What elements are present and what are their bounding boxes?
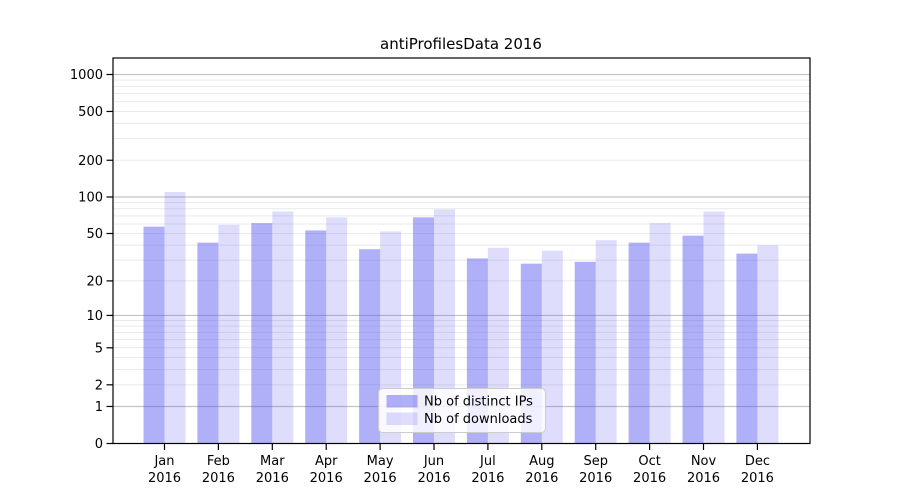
y-tick-label: 100 (78, 191, 103, 206)
x-tick-label-year: 2016 (202, 471, 235, 486)
chart-title: antiProfilesData 2016 (380, 35, 542, 53)
bar-downloads-nov (703, 211, 725, 444)
x-axis: Jan 2016 Feb 2016 Mar 2016 Apr 2016 May 2016 Jun 20… (148, 443, 774, 486)
bar-distinct-ips-jan (143, 226, 165, 444)
y-tick-label: 50 (86, 227, 103, 242)
bar-distinct-ips-oct (628, 242, 650, 444)
x-tick-label-month: Jun (423, 454, 444, 469)
x-tick-label-year: 2016 (579, 471, 612, 486)
x-tick-label-month: Feb (207, 454, 230, 469)
legend: Nb of distinct IPs Nb of downloads (378, 388, 546, 433)
x-tick-label-year: 2016 (633, 471, 666, 486)
bar-distinct-ips-nov (682, 235, 704, 444)
x-tick-label-year: 2016 (256, 471, 289, 486)
bar-distinct-ips-sep (574, 261, 596, 444)
x-tick-label-month: Sep (583, 454, 608, 469)
x-tick-label-month: Oct (638, 454, 660, 469)
legend-swatch-distinct-ips (386, 395, 418, 408)
x-tick-label-month: Apr (315, 454, 338, 469)
y-tick-label: 5 (95, 341, 103, 356)
x-tick-label-year: 2016 (471, 471, 504, 486)
x-tick-label-month: Jan (153, 454, 174, 469)
bar-downloads-oct (649, 223, 671, 444)
y-axis: 0 1 2 5 10 20 50 100 200 500 1000 (70, 68, 113, 452)
bar-distinct-ips-feb (197, 242, 219, 444)
bar-distinct-ips-mar (251, 223, 273, 444)
legend-label-distinct-ips: Nb of distinct IPs (424, 395, 533, 410)
bar-distinct-ips-may (359, 249, 381, 444)
bar-distinct-ips-apr (305, 230, 327, 444)
y-tick-label: 200 (78, 154, 103, 169)
bar-distinct-ips-jun (413, 217, 434, 444)
x-tick-label-month: Aug (529, 454, 554, 469)
bar-downloads-apr (326, 217, 348, 444)
x-tick-label-year: 2016 (741, 471, 774, 486)
bar-downloads-mar (272, 211, 294, 444)
x-tick-label-month: Dec (745, 454, 770, 469)
x-tick-label-month: Nov (691, 454, 717, 469)
legend-label-downloads: Nb of downloads (424, 412, 533, 427)
x-tick-label-year: 2016 (148, 471, 181, 486)
x-tick-label-month: Mar (260, 454, 285, 469)
y-tick-label: 20 (86, 274, 103, 289)
x-tick-label-year: 2016 (417, 471, 450, 486)
bar-downloads-feb (218, 224, 240, 444)
legend-box (378, 388, 546, 433)
y-tick-label: 500 (78, 105, 103, 120)
bar-downloads-aug (541, 250, 563, 444)
y-tick-label: 1 (95, 400, 103, 415)
y-tick-label: 10 (86, 309, 103, 324)
y-tick-label: 1000 (70, 68, 103, 83)
x-tick-label-month: May (367, 454, 394, 469)
y-tick-label: 2 (95, 378, 103, 393)
bar-downloads-jan (164, 191, 186, 444)
bar-distinct-ips-dec (736, 253, 758, 444)
bar-downloads-sep (595, 240, 617, 444)
x-tick-label-year: 2016 (310, 471, 343, 486)
x-tick-label-month: Jul (479, 454, 496, 469)
x-tick-label-year: 2016 (364, 471, 397, 486)
bar-downloads-dec (757, 245, 779, 444)
legend-swatch-downloads (386, 412, 418, 425)
x-tick-label-year: 2016 (687, 471, 720, 486)
y-tick-label: 0 (95, 437, 103, 452)
x-tick-label-year: 2016 (525, 471, 558, 486)
bar-downloads-jun (434, 209, 455, 444)
plot-border (112, 57, 811, 445)
